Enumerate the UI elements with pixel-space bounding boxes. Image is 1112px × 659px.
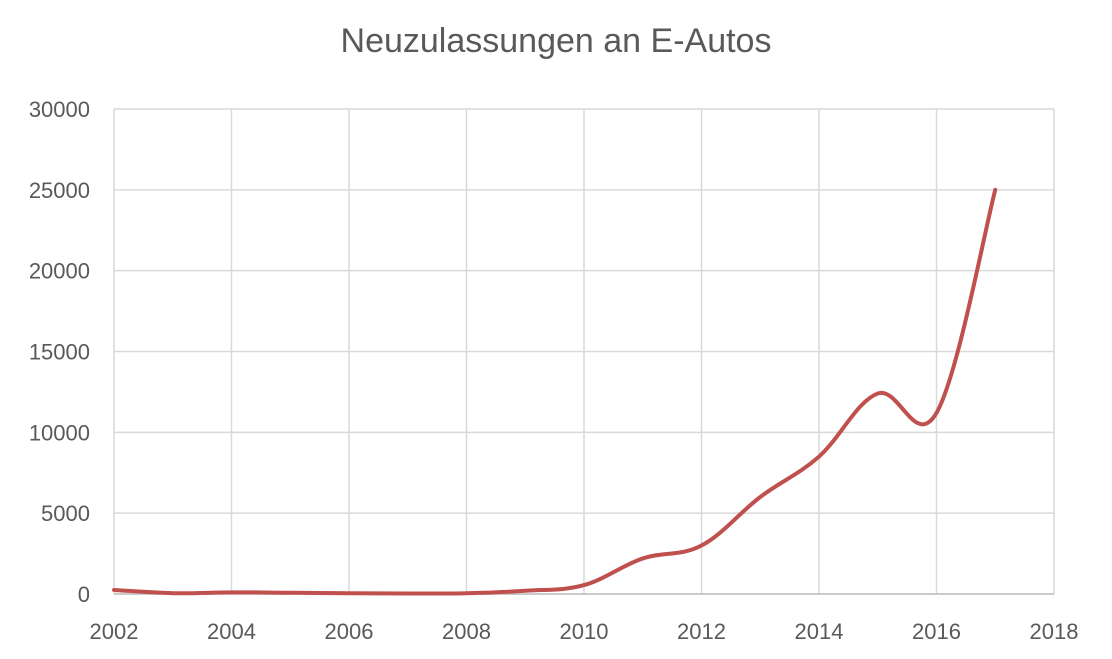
y-tick-label: 30000 (29, 97, 90, 122)
data-point (347, 591, 351, 595)
y-tick-label: 5000 (41, 501, 90, 526)
data-point (171, 591, 175, 595)
y-tick-label: 0 (78, 582, 90, 607)
x-tick-label: 2006 (325, 619, 374, 644)
data-point (641, 556, 645, 560)
data-point (523, 589, 527, 593)
x-tick-label: 2016 (912, 619, 961, 644)
x-tick-label: 2012 (677, 619, 726, 644)
data-point (993, 188, 997, 192)
data-point (758, 495, 762, 499)
y-tick-label: 10000 (29, 420, 90, 445)
data-point (876, 392, 880, 396)
data-point (406, 592, 410, 596)
x-axis-ticks: 2002 2004 2006 2008 2010 2012 2014 2016 2018 (90, 619, 1079, 644)
y-tick-label: 15000 (29, 340, 90, 365)
data-point (288, 591, 292, 595)
chart-title: Neuzulassungen an E-Autos (340, 22, 772, 60)
data-point (700, 544, 704, 548)
gridlines (113, 108, 1055, 595)
x-tick-label: 2014 (795, 619, 844, 644)
x-tick-label: 2004 (207, 619, 256, 644)
x-tick-label: 2008 (442, 619, 491, 644)
x-tick-label: 2018 (1030, 619, 1079, 644)
data-point (817, 455, 821, 459)
x-tick-label: 2010 (560, 619, 609, 644)
y-tick-label: 25000 (29, 178, 90, 203)
data-point (935, 411, 939, 415)
data-point (465, 591, 469, 595)
y-axis-ticks: 0 5000 10000 15000 20000 25000 30000 (29, 97, 90, 607)
y-tick-label: 20000 (29, 259, 90, 284)
data-point (112, 588, 116, 592)
series-line (112, 187, 998, 596)
data-point (582, 583, 586, 587)
x-tick-label: 2002 (90, 619, 139, 644)
series-layer (112, 187, 998, 596)
data-point (230, 590, 234, 594)
